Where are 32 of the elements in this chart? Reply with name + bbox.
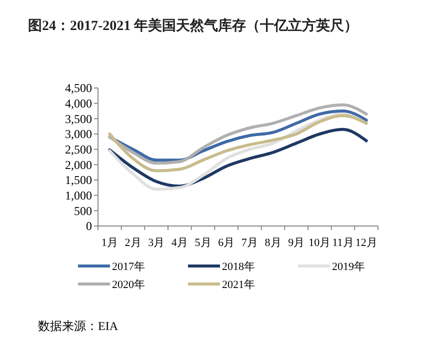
source-note: 数据来源：EIA bbox=[38, 319, 118, 333]
x-tick-label: 8月 bbox=[264, 237, 282, 249]
legend-label: 2018年 bbox=[222, 260, 255, 273]
y-tick-label: 2,500 bbox=[65, 142, 92, 157]
legend-label: 2021年 bbox=[222, 278, 255, 291]
x-tick-label: 11月 bbox=[332, 237, 354, 249]
chart-title: 图24：2017-2021 年美国天然气库存（十亿立方英尺） bbox=[28, 17, 358, 34]
x-tick-label: 2月 bbox=[124, 237, 142, 249]
y-tick-label: 4,000 bbox=[65, 96, 92, 111]
y-tick-label: 1,000 bbox=[65, 188, 92, 203]
y-tick-label: 1,500 bbox=[65, 173, 92, 188]
y-tick-label: 500 bbox=[74, 204, 92, 218]
x-tick-label: 7月 bbox=[241, 237, 258, 249]
x-tick-label: 1月 bbox=[101, 237, 118, 249]
x-tick-label: 10月 bbox=[308, 237, 331, 249]
legend-label: 2020年 bbox=[112, 278, 145, 291]
x-tick-label: 9月 bbox=[288, 237, 305, 249]
y-tick-label: 2,000 bbox=[65, 158, 92, 172]
x-tick-label: 12月 bbox=[355, 237, 378, 249]
legend-label: 2019年 bbox=[332, 260, 365, 273]
y-tick-label: 3,000 bbox=[65, 127, 92, 142]
x-tick-label: 3月 bbox=[148, 237, 165, 249]
y-tick-label: 3,500 bbox=[65, 112, 92, 126]
y-tick-label: 4,500 bbox=[65, 81, 92, 96]
line-series bbox=[108, 103, 368, 165]
legend-label: 2017年 bbox=[112, 260, 145, 273]
x-tick-label: 4月 bbox=[171, 237, 188, 249]
line-series bbox=[108, 128, 368, 188]
y-tick-label: 0 bbox=[86, 219, 92, 234]
x-tick-label: 6月 bbox=[218, 237, 235, 249]
x-tick-label: 5月 bbox=[194, 237, 212, 249]
line-series bbox=[108, 114, 368, 172]
